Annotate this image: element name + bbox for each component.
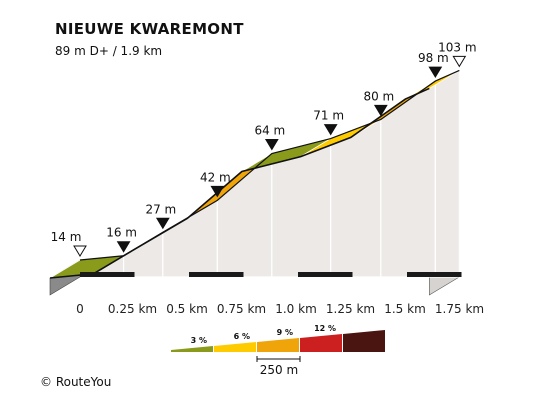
legend-swatch [257, 338, 299, 352]
x-tick-label: 0 [76, 302, 84, 316]
elevation-marker [452, 55, 467, 68]
elevation-marker [264, 139, 279, 151]
profile-front-line [49, 87, 430, 279]
elevation-marker [323, 124, 338, 136]
elevation-label: 16 m [106, 226, 137, 240]
elevation-label: 71 m [313, 109, 344, 123]
legend-label: 3 % [191, 336, 207, 345]
distance-ruler-mark [189, 272, 244, 277]
x-tick-label: 0.75 km [217, 302, 266, 316]
elevation-marker [210, 185, 225, 198]
legend-swatch [300, 334, 342, 352]
elevation-label: 64 m [254, 124, 285, 138]
chart-title: NIEUWE KWAREMONT [55, 20, 244, 38]
elevation-label: 103 m [438, 40, 476, 54]
elevation-label: 27 m [145, 202, 176, 216]
elevation-marker [155, 217, 170, 230]
distance-ruler-mark [80, 272, 135, 277]
profile-side-face [434, 69, 460, 278]
profile-back-line [79, 69, 460, 261]
legend-label: 6 % [234, 332, 250, 341]
elevation-label: 80 m [363, 89, 394, 103]
x-tick-label: 0.25 km [108, 302, 157, 316]
elevation-label: 14 m [51, 230, 82, 244]
elevation-marker [428, 66, 443, 79]
scale-label: 250 m [260, 363, 298, 377]
x-tick-label: 1.0 km [275, 302, 317, 316]
elevation-marker [373, 104, 388, 117]
chart-subtitle: 89 m D+ / 1.9 km [55, 44, 163, 58]
x-tick-label: 1.75 km [435, 302, 484, 316]
legend-swatch [343, 330, 385, 352]
elevation-label: 42 m [200, 170, 231, 184]
x-tick-label: 0.5 km [166, 302, 208, 316]
legend-swatch [171, 346, 213, 352]
x-tick-label: 1.25 km [326, 302, 375, 316]
legend-label: 9 % [277, 328, 293, 337]
elevation-label: 98 m [418, 51, 449, 65]
legend-swatch [214, 342, 256, 352]
legend-label: 12 % [314, 324, 336, 333]
distance-ruler-mark [407, 272, 462, 277]
elevation-marker [73, 245, 87, 257]
x-tick-label: 1.5 km [384, 302, 426, 316]
elevation-marker [116, 241, 131, 253]
distance-ruler-mark [298, 272, 353, 277]
credit-text: © RouteYou [40, 375, 112, 389]
